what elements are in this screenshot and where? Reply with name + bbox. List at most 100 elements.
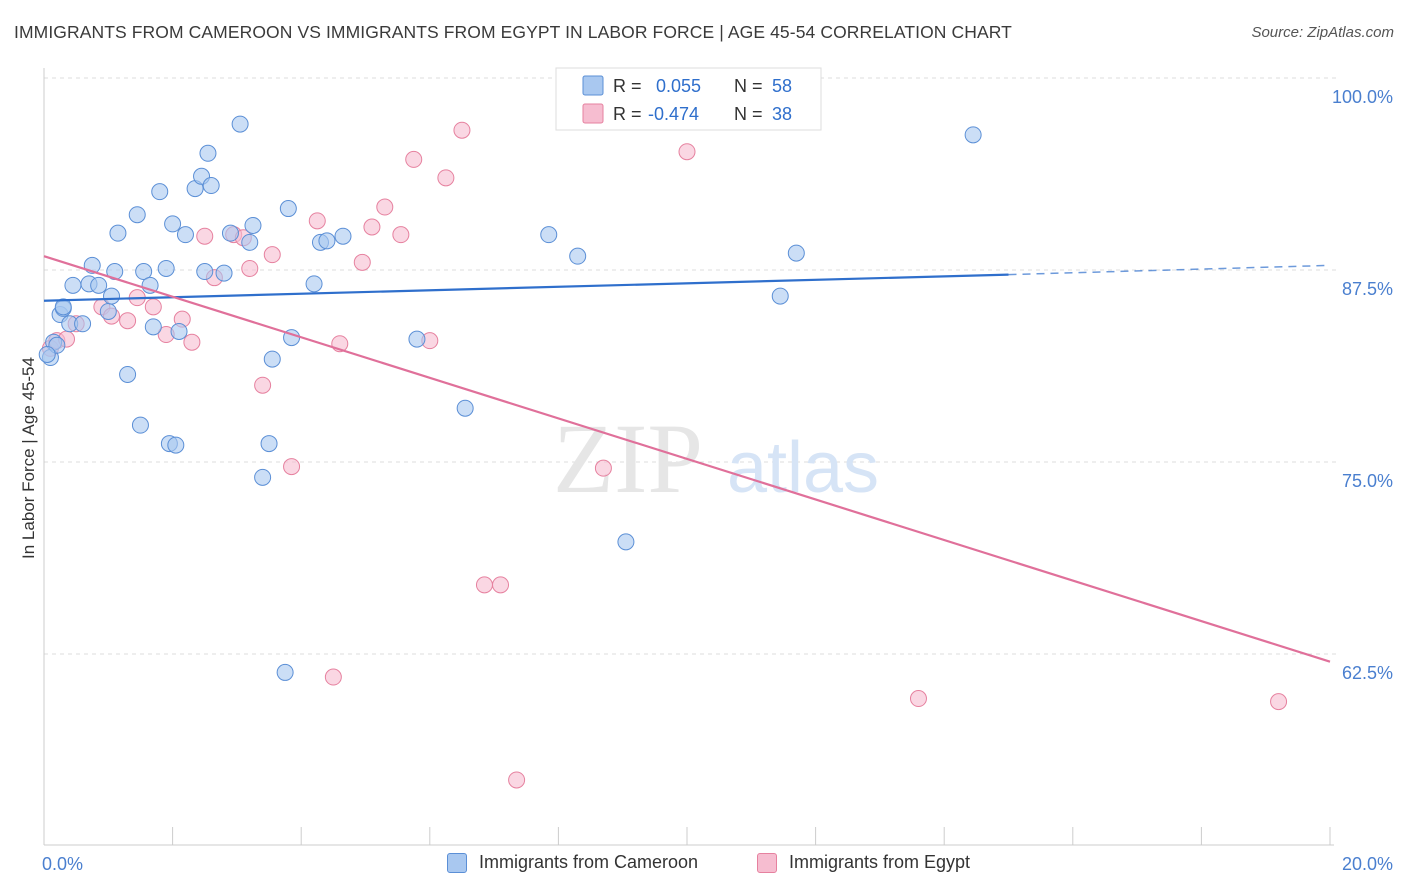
trend-line-cameroon-dashed [1008, 264, 1331, 276]
egypt-point [405, 150, 423, 168]
y-tick-label: 75.0% [1342, 471, 1393, 491]
cameroon-point [199, 144, 217, 162]
stats-r-value-cameroon: 0.055 [656, 76, 701, 96]
egypt-point [376, 198, 394, 216]
cameroon-point [151, 183, 169, 201]
egypt-point [183, 333, 201, 351]
stats-swatch-egypt [582, 103, 604, 124]
x-tick-left: 0.0% [42, 854, 83, 874]
egypt-point [254, 376, 272, 394]
egypt-point [196, 227, 214, 245]
cameroon-point [157, 259, 175, 277]
egypt-point [492, 576, 510, 594]
cameroon-point [131, 416, 149, 434]
trend-line-egypt [43, 255, 1331, 663]
cameroon-point [135, 263, 153, 281]
cameroon-point [103, 287, 121, 305]
legend-item-cameroon[interactable]: Immigrants from Cameroon [447, 852, 698, 873]
stats-n-value-cameroon: 58 [772, 76, 792, 96]
y-axis-label: In Labor Force | Age 45-54 [19, 357, 38, 559]
cameroon-point [196, 263, 214, 281]
stats-n-label-egypt: N = [734, 104, 763, 124]
egypt-point [283, 458, 301, 476]
cameroon-point [109, 224, 127, 242]
egypt-point [909, 690, 927, 708]
egypt-point [594, 459, 612, 477]
cameroon-point [318, 232, 336, 250]
trend-layer [43, 255, 1331, 663]
cameroon-point [244, 216, 262, 234]
axis-layer [43, 68, 1334, 846]
legend-item-egypt[interactable]: Immigrants from Egypt [757, 852, 970, 873]
egypt-point [437, 169, 455, 187]
egypt-point [353, 253, 371, 271]
stats-r-label-egypt: R = [613, 104, 642, 124]
watermark-zip: ZIP [553, 403, 703, 514]
cameroon-point [771, 287, 789, 305]
cameroon-point [964, 126, 982, 144]
cameroon-point [260, 435, 278, 453]
cameroon-point [276, 663, 294, 681]
legend-swatch-egypt [757, 852, 777, 873]
cameroon-point [128, 206, 146, 224]
cameroon-point [38, 345, 56, 363]
cameroon-point [241, 233, 259, 251]
cameroon-point [54, 298, 72, 316]
egypt-point [363, 218, 381, 236]
egypt-point [678, 143, 696, 161]
stats-legend: R = 0.055 N = 58 R = -0.474 N = 38 [555, 67, 822, 131]
egypt-point [324, 668, 342, 686]
legend-swatch-cameroon [447, 852, 467, 873]
chart-title: IMMIGRANTS FROM CAMEROON VS IMMIGRANTS F… [14, 22, 1012, 42]
cameroon-point [167, 436, 185, 454]
stats-r-label-cameroon: R = [613, 76, 642, 96]
cameroon-point [231, 115, 249, 133]
cameroon-point [263, 350, 281, 368]
tick-labels: 62.5% 75.0% 87.5% 100.0% [1332, 87, 1393, 683]
stats-n-value-egypt: 38 [772, 104, 792, 124]
egypt-point [308, 212, 326, 230]
cameroon-point [334, 227, 352, 245]
egypt-point [1270, 693, 1288, 711]
cameroon-point [540, 226, 558, 244]
cameroon-point [90, 276, 108, 294]
y-tick-label: 87.5% [1342, 279, 1393, 299]
cameroon-point [569, 247, 587, 265]
cameroon-point [279, 200, 297, 218]
cameroon-point [617, 533, 635, 551]
egypt-point [475, 576, 493, 594]
stats-r-value-egypt: -0.474 [648, 104, 699, 124]
cameroon-point [787, 244, 805, 262]
egypt-point [119, 312, 137, 330]
egypt-point [144, 298, 162, 316]
watermark: ZIP atlas [553, 403, 879, 514]
egypt-point [508, 771, 526, 789]
cameroon-point [202, 177, 220, 195]
cameroon-point [119, 365, 137, 383]
chart-source: Source: ZipAtlas.com [1251, 24, 1394, 41]
cameroon-point [254, 468, 272, 486]
legend-label-cameroon: Immigrants from Cameroon [479, 852, 699, 872]
cameroon-point [99, 302, 117, 320]
cameroon-point [221, 224, 239, 242]
egypt-point [453, 121, 471, 139]
y-tick-label: 62.5% [1342, 663, 1393, 683]
stats-swatch-cameroon [582, 75, 604, 96]
stats-n-label-cameroon: N = [734, 76, 763, 96]
cameroon-point [170, 322, 188, 340]
legend-label-egypt: Immigrants from Egypt [789, 852, 971, 872]
cameroon-point [164, 215, 182, 233]
cameroon-point [74, 315, 92, 333]
egypt-point [263, 246, 281, 264]
cameroon-point [408, 330, 426, 348]
cameroon-point [176, 226, 194, 244]
cameroon-point [64, 276, 82, 294]
cameroon-point [144, 318, 162, 336]
series-cameroon-points [38, 115, 982, 681]
trend-line-cameroon [43, 273, 1009, 302]
x-tick-right: 20.0% [1342, 854, 1393, 874]
grid-layer [44, 77, 1336, 655]
egypt-point [241, 259, 259, 277]
cameroon-point [305, 275, 323, 293]
